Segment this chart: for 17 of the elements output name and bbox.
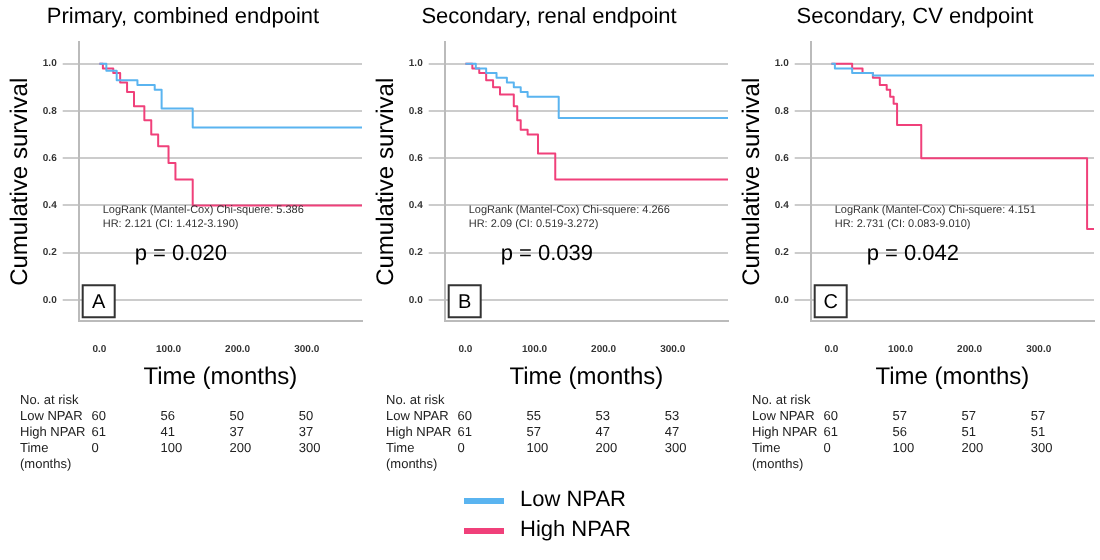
x-axis-title: Time (months) <box>143 362 298 391</box>
legend-label: High NPAR <box>520 516 631 546</box>
chart-title: Primary, combined endpoint <box>46 5 320 30</box>
y-axis-title: Cumulative survival <box>371 77 400 286</box>
annotation: C <box>823 291 838 314</box>
annotation: A <box>92 291 107 314</box>
y-axis-title: Cumulative survival <box>737 77 766 286</box>
y-axis-title: Cumulative survival <box>5 77 34 286</box>
x-axis-title: Time (months) <box>509 362 664 391</box>
annotation: B <box>458 291 473 314</box>
legend-label: Low NPAR <box>520 486 626 516</box>
chart-title: Secondary, CV endpoint <box>796 5 1034 30</box>
x-axis-title: Time (months) <box>875 362 1030 391</box>
annotation: p = 0.042 <box>866 242 960 267</box>
annotation: p = 0.020 <box>134 242 228 267</box>
annotation: p = 0.039 <box>500 242 594 267</box>
chart-title: Secondary, renal endpoint <box>421 5 677 30</box>
